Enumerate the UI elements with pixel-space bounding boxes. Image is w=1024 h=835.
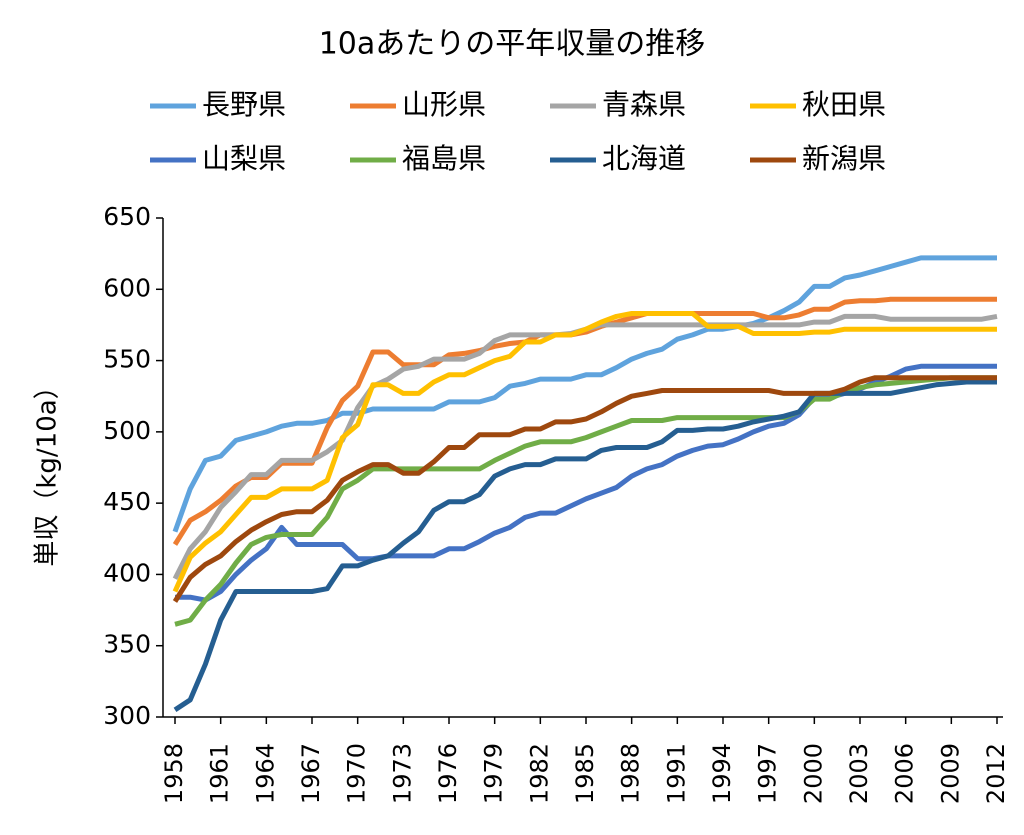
x-tick-label: 1964 [251,743,279,804]
x-tick-label: 1997 [754,743,782,804]
x-tick-label: 1958 [160,743,188,804]
series-line [172,313,998,580]
series-line [172,255,997,533]
y-tick-label: 600 [103,273,151,302]
y-tick-label: 300 [103,701,151,730]
series-line [172,296,997,546]
x-tick-label: 2000 [799,743,827,804]
legend-label: 秋田県 [802,88,886,121]
x-tick-label: 1961 [206,743,234,804]
chart-title: 10aあたりの平年収量の推移 [319,27,706,62]
y-tick-label: 350 [103,630,151,659]
legend-label: 北海道 [602,142,686,175]
x-tick-label: 1994 [708,743,736,804]
x-tick-label: 1991 [662,743,690,804]
x-tick-label: 1973 [388,743,416,804]
y-axis-label: 単収（kg/10a） [33,373,63,566]
series-line [172,311,997,593]
x-tick-label: 1982 [525,743,553,804]
legend-label: 新潟県 [802,142,886,175]
legend-label: 長野県 [202,88,286,121]
y-tick-label: 550 [103,345,151,374]
y-tick-label: 400 [103,558,151,587]
legend-label: 山形県 [402,88,486,121]
y-tick-label: 450 [103,487,151,516]
x-tick-label: 2006 [891,743,919,804]
legend-label: 山梨県 [202,142,286,175]
x-tick-label: 1985 [571,743,599,804]
series-line [173,379,997,712]
x-tick-label: 1976 [434,743,462,804]
series-line [172,375,997,603]
x-tick-label: 1979 [480,743,508,804]
series-line [175,363,997,603]
x-tick-label: 2003 [845,743,873,804]
x-tick-label: 2012 [982,743,1010,804]
legend-label: 福島県 [402,142,486,175]
x-tick-label: 1967 [297,743,325,804]
x-tick-label: 2009 [936,743,964,804]
y-tick-label: 500 [103,416,151,445]
y-tick-label: 650 [103,202,151,231]
legend-label: 青森県 [602,88,686,121]
x-tick-label: 1970 [343,743,371,804]
series-line [174,375,997,627]
x-tick-label: 1988 [617,743,645,804]
